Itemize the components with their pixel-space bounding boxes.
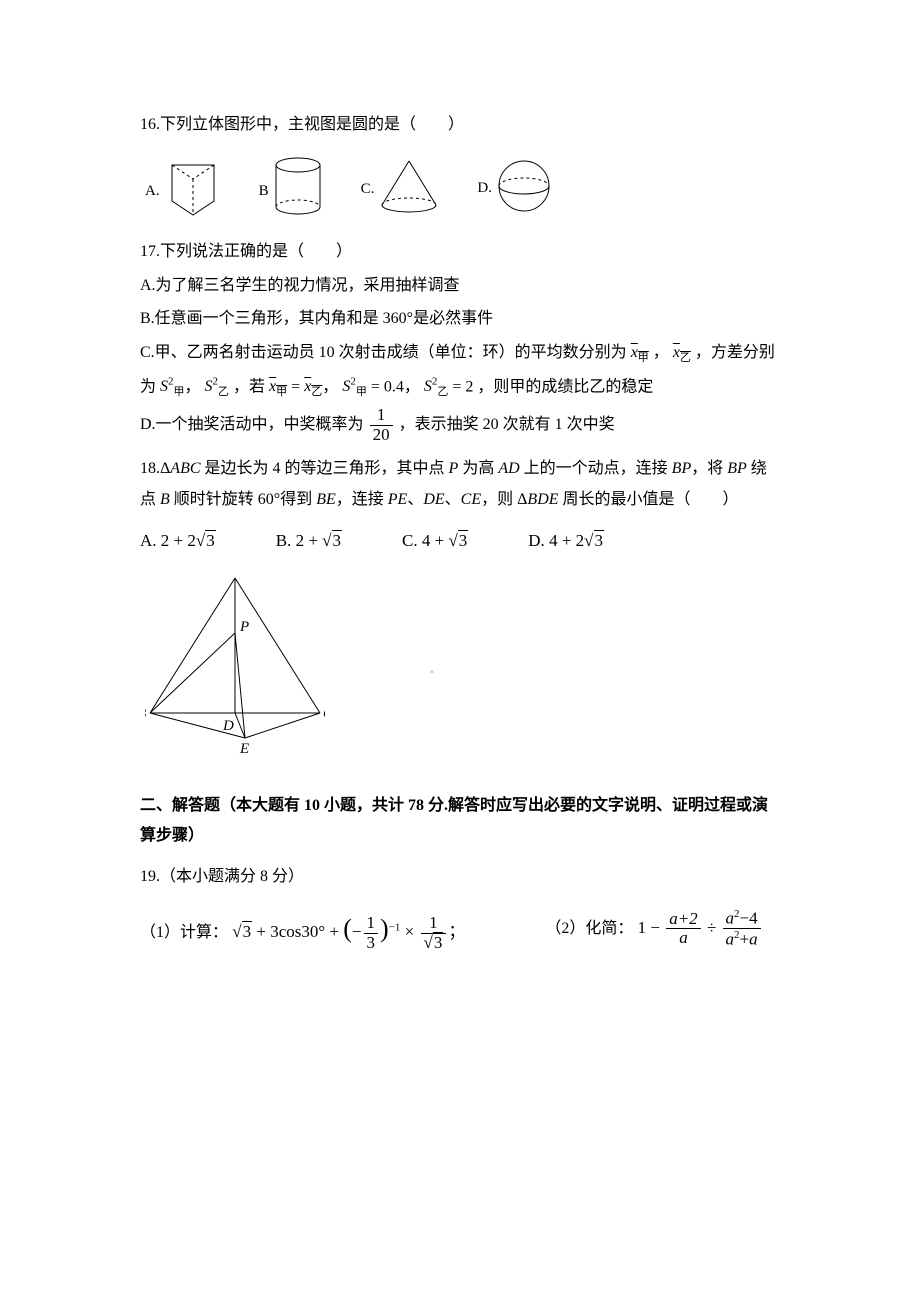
q16-number: 16. <box>140 116 160 133</box>
q17-option-b: B.任意画一个三角形，其内角和是 360°是必然事件 <box>140 304 780 334</box>
question-17: 17.下列说法正确的是（ ） A.为了解三名学生的视力情况，采用抽样调查 B.任… <box>140 237 780 444</box>
q19-part1: （1）计算： 3 + 3cos30° + (−13)−1 × 13； <box>140 904 465 953</box>
q18-c: C. 4 + 3 <box>402 525 468 557</box>
q18-d: D. 4 + 23 <box>528 525 604 557</box>
q16-option-a: A. <box>145 155 224 217</box>
sphere-icon <box>494 158 554 214</box>
q17-c-prefix: C.甲、乙两名射击运动员 10 次射击成绩（单位：环）的平均数分别为 <box>140 344 627 361</box>
q16-a-label: A. <box>145 177 160 218</box>
q18-a: A. 2 + 23 <box>140 525 216 557</box>
q17-option-d: D.一个抽奖活动中，中奖概率为 1 20 ，表示抽奖 20 次就有 1 次中奖 <box>140 406 780 444</box>
q16-options-row: A. B <box>140 155 780 217</box>
q18-diagram: A B C D P E <box>140 573 780 771</box>
q16-option-d: D. <box>477 158 554 214</box>
x-jia-bar: x甲 <box>631 344 649 361</box>
svg-text:E: E <box>239 741 249 757</box>
question-18: 18.ΔABC 是边长为 4 的等边三角形，其中点 P 为高 AD 上的一个动点… <box>140 454 780 770</box>
q19-parts: （1）计算： 3 + 3cos30° + (−13)−1 × 13； （2）化简… <box>140 904 780 953</box>
q19-number: 19. <box>140 868 160 885</box>
q16-b-label: B <box>259 177 269 218</box>
svg-text:P: P <box>239 619 249 635</box>
q19-sub: （本小题满分 8 分） <box>160 868 304 885</box>
svg-text:D: D <box>222 718 234 734</box>
q18-line1: 18.ΔABC 是边长为 4 的等边三角形，其中点 P 为高 AD 上的一个动点… <box>140 454 780 484</box>
x-yi-bar: x乙 <box>673 344 691 361</box>
question-16: 16.下列立体图形中，主视图是圆的是（ ） A. B <box>140 110 780 217</box>
q17-option-c-line2: 为 S2甲， S2乙 ，若 x甲 = x乙， S2甲 = 0.4， S2乙 = … <box>140 372 780 403</box>
cylinder-icon <box>271 155 326 217</box>
q16-option-c: C. <box>361 157 443 215</box>
svg-text:B: B <box>145 706 146 722</box>
watermark-icon: ▪ <box>430 662 434 683</box>
s-jia-sq: S2甲 <box>160 378 185 395</box>
q17-number: 17. <box>140 243 160 260</box>
q18-options: A. 2 + 23 B. 2 + 3 C. 4 + 3 D. 4 + 23 <box>140 525 780 557</box>
cone-icon <box>376 157 442 215</box>
svg-text:C: C <box>323 706 325 722</box>
q16-option-b: B <box>259 155 326 217</box>
triangular-prism-icon <box>162 155 224 217</box>
q16-d-label: D. <box>477 174 492 215</box>
svg-text:A: A <box>229 573 240 577</box>
q19-part2: （2）化简： 1 − a+2a ÷ a2−4a2+a <box>545 908 762 950</box>
q17-option-c: C.甲、乙两名射击运动员 10 次射击成绩（单位：环）的平均数分别为 x甲 ， … <box>140 338 780 369</box>
section-2-heading: 二、解答题（本大题有 10 小题，共计 78 分.解答时应写出必要的文字说明、证… <box>140 791 780 852</box>
q17-option-a: A.为了解三名学生的视力情况，采用抽样调查 <box>140 271 780 301</box>
q17-stem: 下列说法正确的是（ ） <box>160 243 352 260</box>
q18-b: B. 2 + 3 <box>276 525 342 557</box>
s-yi-sq: S2乙 <box>205 378 230 395</box>
q18-line2: 点 B 顺时针旋转 60°得到 BE，连接 PE、DE、CE，则 ΔBDE 周长… <box>140 485 780 515</box>
fraction-1-20: 1 20 <box>370 406 393 444</box>
q16-c-label: C. <box>361 175 375 216</box>
q16-stem: 下列立体图形中，主视图是圆的是（ ） <box>160 116 464 133</box>
question-19: 19.（本小题满分 8 分） （1）计算： 3 + 3cos30° + (−13… <box>140 862 780 954</box>
